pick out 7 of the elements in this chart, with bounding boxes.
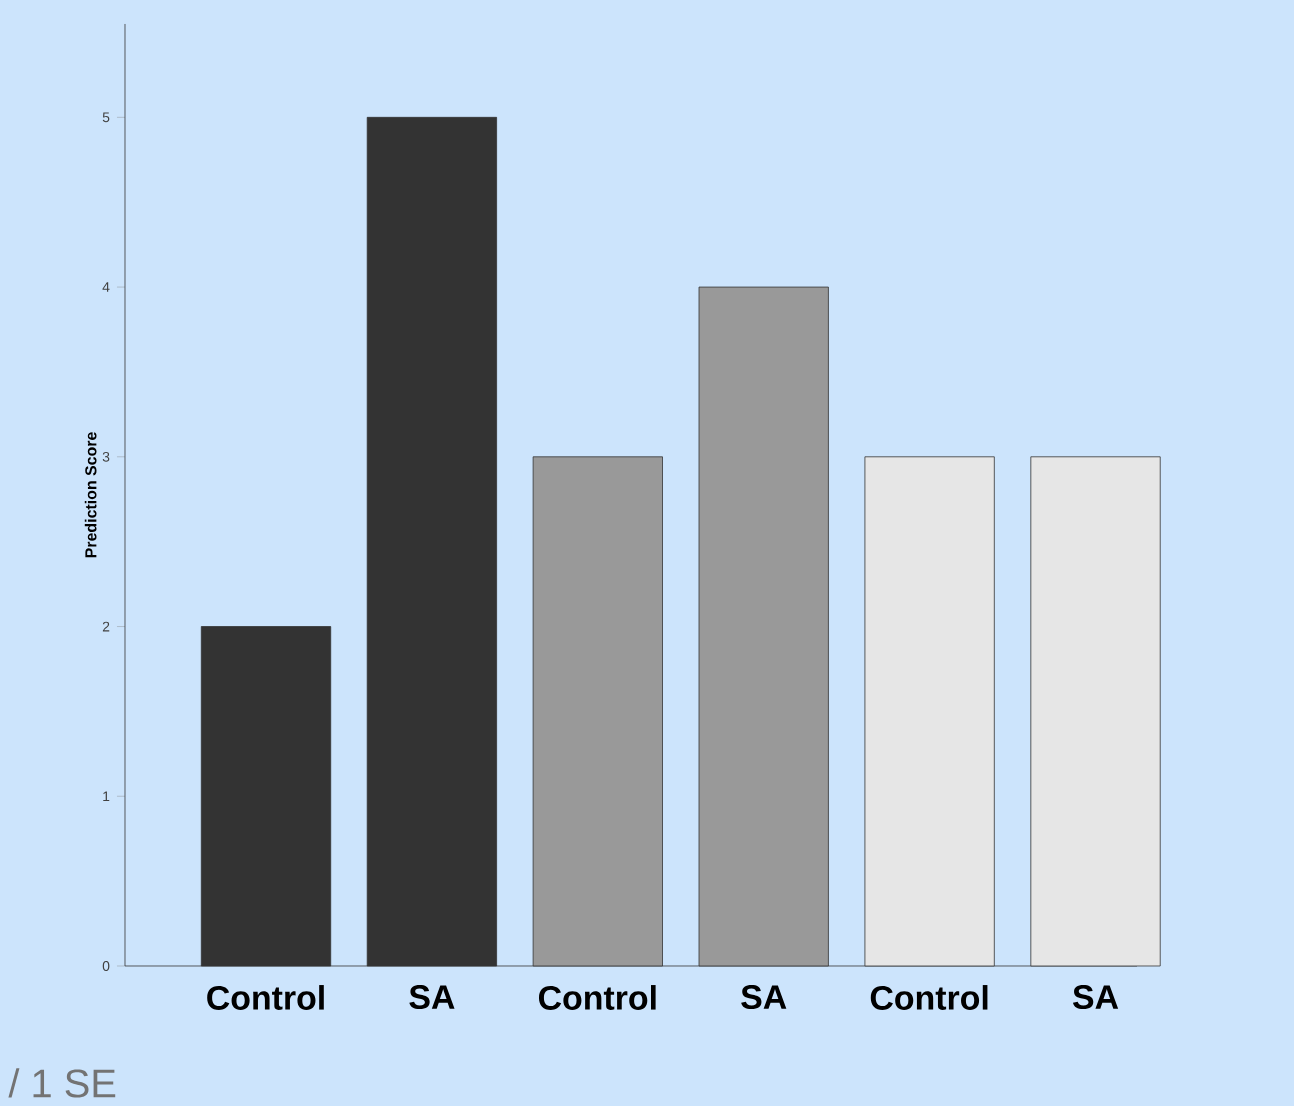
x-tick-label: Control (870, 985, 988, 1010)
text: / 1 SE (8, 1068, 116, 1098)
x-tick-label: Control (538, 985, 656, 1010)
x-tick-label: Control (207, 985, 324, 1010)
x-tick-label: SA (741, 985, 787, 1010)
x-tick-label: SA (1072, 985, 1119, 1010)
x-tick-label: SA (409, 985, 455, 1010)
